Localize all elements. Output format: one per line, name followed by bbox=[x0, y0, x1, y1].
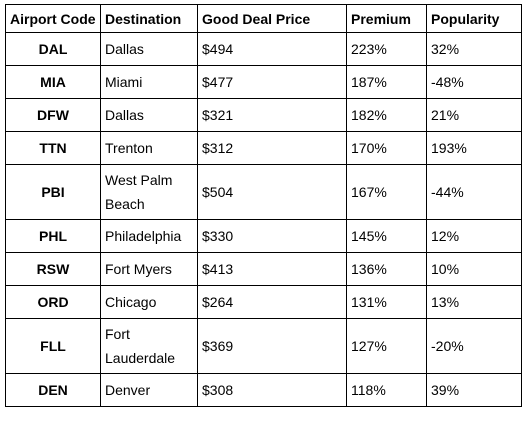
premium-cell: 187% bbox=[346, 65, 427, 99]
airport-deals-table: Airport Code Destination Good Deal Price… bbox=[5, 4, 522, 407]
table-row: DEN Denver $308 118% 39% bbox=[5, 373, 522, 407]
premium-cell: 136% bbox=[346, 252, 427, 286]
header-popularity: Popularity bbox=[426, 4, 522, 33]
popularity-cell: 193% bbox=[426, 131, 522, 165]
destination-cell: Trenton bbox=[100, 131, 198, 165]
table-row: RSW Fort Myers $413 136% 10% bbox=[5, 252, 522, 286]
premium-cell: 131% bbox=[346, 285, 427, 319]
price-cell: $308 bbox=[197, 373, 347, 407]
airport-code-cell: PBI bbox=[5, 164, 101, 220]
premium-cell: 118% bbox=[346, 373, 427, 407]
table-row: PHL Philadelphia $330 145% 12% bbox=[5, 219, 522, 253]
table-row: DFW Dallas $321 182% 21% bbox=[5, 98, 522, 132]
table-row: DAL Dallas $494 223% 32% bbox=[5, 32, 522, 66]
airport-code-cell: ORD bbox=[5, 285, 101, 319]
airport-code-cell: MIA bbox=[5, 65, 101, 99]
table-row: FLL Fort Lauderdale $369 127% -20% bbox=[5, 318, 522, 374]
destination-cell: Chicago bbox=[100, 285, 198, 319]
airport-code-cell: DEN bbox=[5, 373, 101, 407]
premium-cell: 167% bbox=[346, 164, 427, 220]
header-destination: Destination bbox=[100, 4, 198, 33]
price-cell: $369 bbox=[197, 318, 347, 374]
header-premium: Premium bbox=[346, 4, 427, 33]
airport-code-cell: DFW bbox=[5, 98, 101, 132]
premium-cell: 170% bbox=[346, 131, 427, 165]
premium-cell: 182% bbox=[346, 98, 427, 132]
airport-code-cell: RSW bbox=[5, 252, 101, 286]
price-cell: $494 bbox=[197, 32, 347, 66]
price-cell: $321 bbox=[197, 98, 347, 132]
table-row: PBI West Palm Beach $504 167% -44% bbox=[5, 164, 522, 220]
destination-cell: Dallas bbox=[100, 98, 198, 132]
table-row: ORD Chicago $264 131% 13% bbox=[5, 285, 522, 319]
airport-code-cell: PHL bbox=[5, 219, 101, 253]
airport-code-cell: TTN bbox=[5, 131, 101, 165]
price-cell: $477 bbox=[197, 65, 347, 99]
popularity-cell: 12% bbox=[426, 219, 522, 253]
table-row: TTN Trenton $312 170% 193% bbox=[5, 131, 522, 165]
destination-cell: Philadelphia bbox=[100, 219, 198, 253]
popularity-cell: 32% bbox=[426, 32, 522, 66]
destination-cell: Fort Myers bbox=[100, 252, 198, 286]
premium-cell: 127% bbox=[346, 318, 427, 374]
premium-cell: 145% bbox=[346, 219, 427, 253]
popularity-cell: 39% bbox=[426, 373, 522, 407]
destination-cell: Miami bbox=[100, 65, 198, 99]
destination-cell: Fort Lauderdale bbox=[100, 318, 198, 374]
popularity-cell: -20% bbox=[426, 318, 522, 374]
header-airport-code: Airport Code bbox=[5, 4, 101, 33]
price-cell: $330 bbox=[197, 219, 347, 253]
popularity-cell: -44% bbox=[426, 164, 522, 220]
price-cell: $413 bbox=[197, 252, 347, 286]
popularity-cell: 10% bbox=[426, 252, 522, 286]
price-cell: $312 bbox=[197, 131, 347, 165]
destination-cell: Dallas bbox=[100, 32, 198, 66]
airport-code-cell: FLL bbox=[5, 318, 101, 374]
destination-cell: West Palm Beach bbox=[100, 164, 198, 220]
destination-cell: Denver bbox=[100, 373, 198, 407]
price-cell: $504 bbox=[197, 164, 347, 220]
popularity-cell: 21% bbox=[426, 98, 522, 132]
header-row: Airport Code Destination Good Deal Price… bbox=[5, 4, 522, 33]
popularity-cell: -48% bbox=[426, 65, 522, 99]
table-row: MIA Miami $477 187% -48% bbox=[5, 65, 522, 99]
price-cell: $264 bbox=[197, 285, 347, 319]
popularity-cell: 13% bbox=[426, 285, 522, 319]
premium-cell: 223% bbox=[346, 32, 427, 66]
header-good-deal-price: Good Deal Price bbox=[197, 4, 347, 33]
airport-code-cell: DAL bbox=[5, 32, 101, 66]
